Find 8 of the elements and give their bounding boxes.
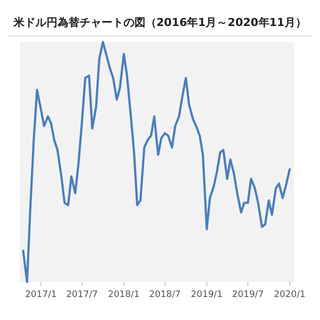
- x-tick-label: 2017/7: [66, 290, 98, 300]
- x-tick-label: 2020/1: [274, 290, 306, 300]
- x-tick-label: 2018/7: [149, 290, 181, 300]
- chart-title: 米ドル円為替チャートの図（2016年1月～2020年11月）: [12, 16, 307, 29]
- x-tick-label: 2019/1: [190, 290, 223, 300]
- x-tick-label: 2018/1: [108, 290, 140, 300]
- x-tick-label: 2019/7: [232, 290, 264, 300]
- x-tick-label: 2017/1: [25, 290, 57, 300]
